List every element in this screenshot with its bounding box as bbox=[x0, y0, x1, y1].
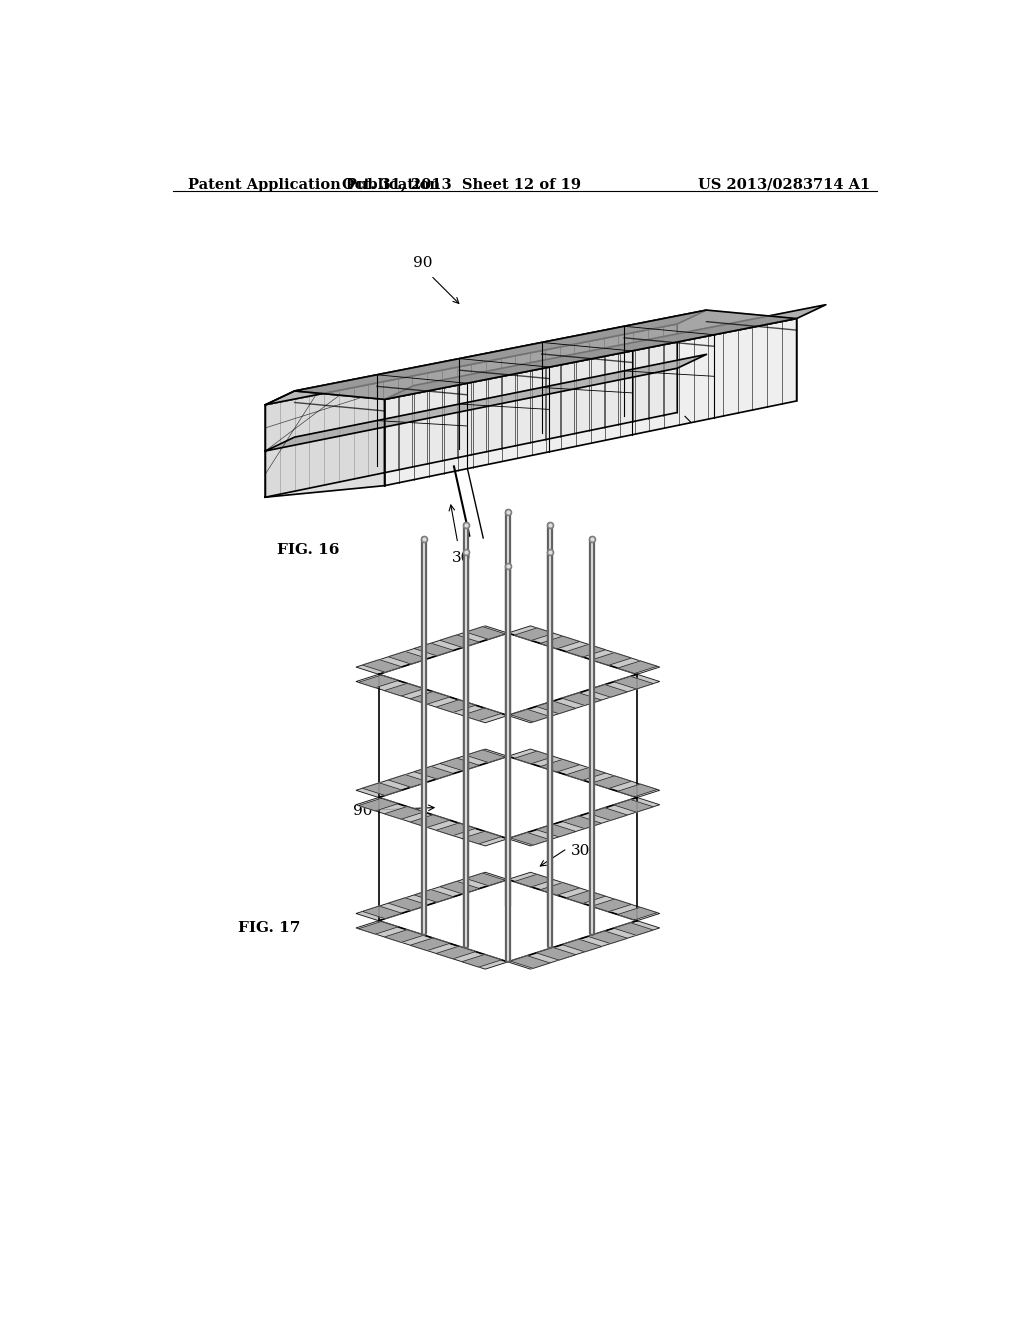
Polygon shape bbox=[462, 708, 502, 721]
Polygon shape bbox=[440, 882, 479, 894]
Polygon shape bbox=[356, 873, 508, 921]
Polygon shape bbox=[613, 676, 653, 689]
Polygon shape bbox=[358, 799, 398, 810]
Polygon shape bbox=[440, 758, 479, 771]
Polygon shape bbox=[562, 940, 601, 952]
Polygon shape bbox=[466, 873, 505, 886]
Polygon shape bbox=[537, 824, 575, 837]
Polygon shape bbox=[562, 816, 601, 829]
Polygon shape bbox=[388, 898, 428, 911]
Polygon shape bbox=[566, 891, 605, 903]
Polygon shape bbox=[508, 873, 659, 921]
Polygon shape bbox=[617, 784, 657, 797]
Polygon shape bbox=[510, 956, 550, 969]
Polygon shape bbox=[514, 751, 554, 764]
Polygon shape bbox=[537, 701, 575, 714]
Polygon shape bbox=[466, 750, 505, 763]
Polygon shape bbox=[514, 874, 554, 887]
Polygon shape bbox=[462, 954, 502, 968]
Polygon shape bbox=[540, 759, 580, 772]
Polygon shape bbox=[508, 626, 659, 675]
Polygon shape bbox=[617, 907, 657, 920]
Polygon shape bbox=[592, 776, 631, 788]
Polygon shape bbox=[265, 323, 677, 498]
Polygon shape bbox=[362, 660, 402, 672]
Polygon shape bbox=[356, 626, 508, 675]
Polygon shape bbox=[384, 929, 424, 942]
Polygon shape bbox=[388, 652, 428, 664]
Polygon shape bbox=[566, 644, 605, 657]
Polygon shape bbox=[385, 305, 826, 400]
Text: 30: 30 bbox=[452, 552, 471, 565]
Text: Oct. 31, 2013  Sheet 12 of 19: Oct. 31, 2013 Sheet 12 of 19 bbox=[342, 178, 582, 191]
Polygon shape bbox=[358, 921, 398, 935]
Polygon shape bbox=[613, 800, 653, 812]
Polygon shape bbox=[613, 923, 653, 936]
Polygon shape bbox=[362, 783, 402, 796]
Polygon shape bbox=[510, 709, 550, 722]
Polygon shape bbox=[356, 797, 508, 846]
Polygon shape bbox=[508, 748, 659, 797]
Text: FIG. 16: FIG. 16 bbox=[276, 544, 339, 557]
Polygon shape bbox=[462, 832, 502, 843]
Text: FIG. 17: FIG. 17 bbox=[239, 921, 301, 935]
Polygon shape bbox=[588, 931, 628, 944]
Polygon shape bbox=[411, 939, 450, 950]
Polygon shape bbox=[362, 906, 402, 919]
Polygon shape bbox=[588, 685, 628, 697]
Polygon shape bbox=[440, 635, 479, 648]
Polygon shape bbox=[356, 675, 508, 723]
Text: 90: 90 bbox=[353, 804, 373, 818]
Polygon shape bbox=[508, 797, 659, 846]
Polygon shape bbox=[436, 824, 475, 836]
Polygon shape bbox=[537, 948, 575, 960]
Polygon shape bbox=[466, 627, 505, 639]
Polygon shape bbox=[384, 684, 424, 696]
Polygon shape bbox=[388, 775, 428, 787]
Polygon shape bbox=[592, 652, 631, 665]
Polygon shape bbox=[436, 946, 475, 958]
Polygon shape bbox=[356, 921, 508, 969]
Polygon shape bbox=[414, 890, 454, 902]
Polygon shape bbox=[436, 700, 475, 713]
Polygon shape bbox=[414, 643, 454, 656]
Polygon shape bbox=[358, 675, 398, 688]
Polygon shape bbox=[265, 310, 707, 405]
Text: US 2013/0283714 A1: US 2013/0283714 A1 bbox=[697, 178, 869, 191]
Polygon shape bbox=[295, 310, 797, 400]
Polygon shape bbox=[588, 808, 628, 820]
Polygon shape bbox=[508, 675, 659, 723]
Polygon shape bbox=[562, 693, 601, 705]
Polygon shape bbox=[540, 883, 580, 895]
Polygon shape bbox=[508, 921, 659, 969]
Polygon shape bbox=[540, 636, 580, 648]
Polygon shape bbox=[414, 767, 454, 779]
Text: 90: 90 bbox=[414, 256, 433, 271]
Polygon shape bbox=[384, 807, 424, 820]
Polygon shape bbox=[514, 628, 554, 640]
Polygon shape bbox=[566, 768, 605, 780]
Polygon shape bbox=[411, 814, 450, 828]
Polygon shape bbox=[265, 354, 707, 451]
Text: Patent Application Publication: Patent Application Publication bbox=[188, 178, 440, 191]
Polygon shape bbox=[356, 748, 508, 797]
Polygon shape bbox=[385, 318, 797, 486]
Polygon shape bbox=[411, 692, 450, 704]
Polygon shape bbox=[510, 833, 550, 845]
Polygon shape bbox=[617, 661, 657, 673]
Polygon shape bbox=[592, 899, 631, 912]
Text: 30: 30 bbox=[571, 843, 591, 858]
Polygon shape bbox=[265, 391, 385, 498]
